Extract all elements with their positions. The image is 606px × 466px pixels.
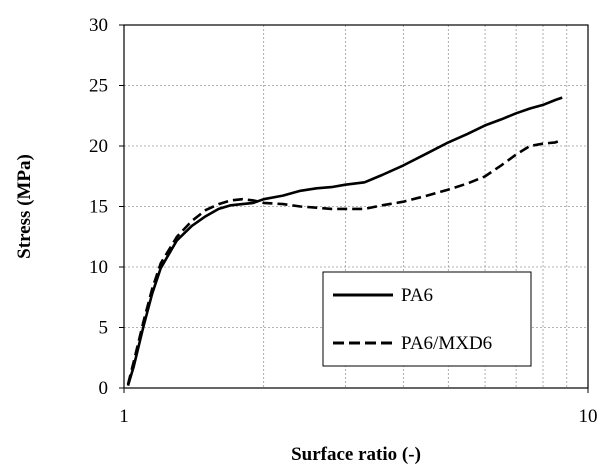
series-line-pa6	[126, 96, 563, 386]
x-tick-label: 1	[119, 406, 129, 427]
x-axis-ticks: 1 10	[119, 388, 598, 427]
series-line-pa6-mxd6	[126, 138, 563, 385]
grid-lines	[124, 25, 588, 388]
y-tick-label: 25	[89, 76, 108, 97]
x-axis-title: Surface ratio (-)	[291, 444, 421, 465]
y-axis-ticks: 0 5 10 15 20 25 30	[89, 15, 124, 399]
y-tick-label: 5	[99, 318, 109, 339]
x-tick-label: 10	[579, 406, 598, 427]
y-tick-label: 15	[89, 197, 108, 218]
y-axis-title: Stress (MPa)	[14, 154, 35, 259]
legend-label: PA6/MXD6	[401, 333, 492, 354]
legend: PA6 PA6/MXD6	[322, 271, 532, 367]
series-lines	[126, 96, 563, 386]
y-tick-label: 10	[89, 257, 108, 278]
y-tick-label: 30	[89, 15, 108, 36]
y-tick-label: 0	[99, 378, 109, 399]
legend-box	[322, 271, 532, 367]
y-tick-label: 20	[89, 136, 108, 157]
legend-label: PA6	[401, 285, 433, 306]
